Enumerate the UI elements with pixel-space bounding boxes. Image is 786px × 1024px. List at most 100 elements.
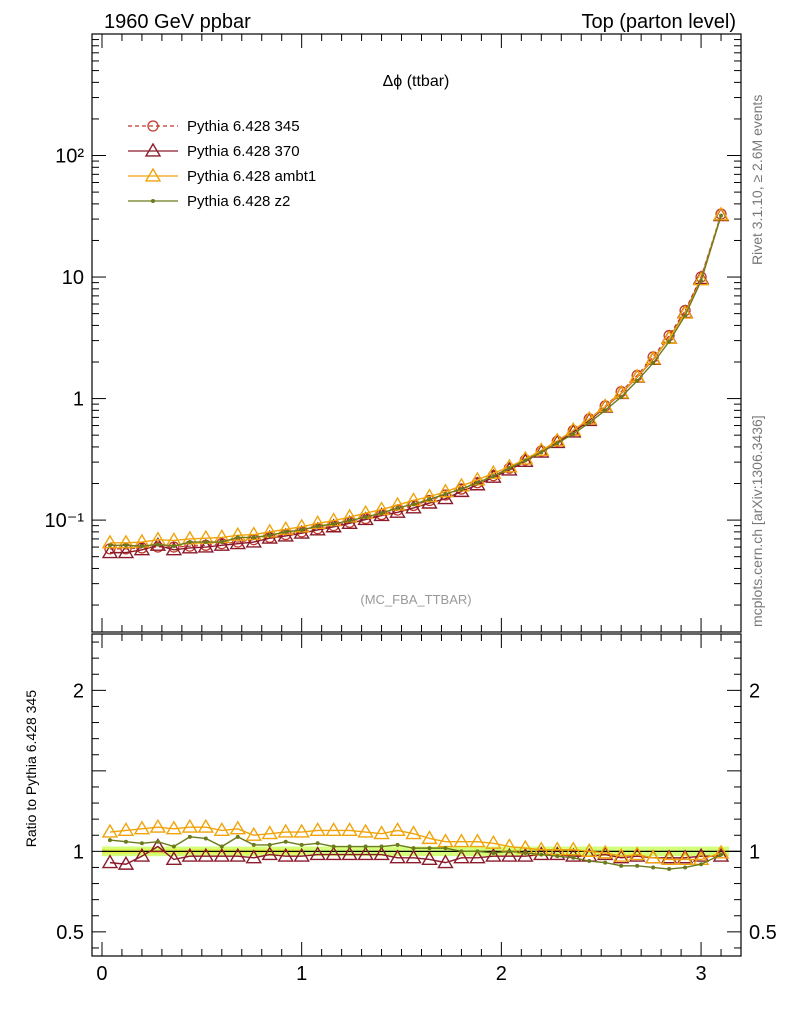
ratio-point [619,863,624,868]
ratio-point [612,847,630,862]
legend-entry: Pythia 6.428 z2 [128,193,290,210]
legend-entry: Pythia 6.428 ambt1 [128,167,316,185]
series-z2 [107,213,724,549]
ratio-point [325,846,342,861]
data-point [133,541,151,556]
ratio-point [197,818,215,833]
data-point [603,408,608,413]
ratio-point [299,842,304,847]
data-point [699,278,704,283]
ratio-point [437,854,454,869]
ratio-point [427,846,432,851]
data-point [331,521,336,526]
ratio-point [628,846,646,861]
ratio-point [389,849,406,864]
ratio-point [133,820,151,835]
data-point [507,466,512,471]
ratio-point [443,846,448,851]
data-point [571,431,576,436]
legend-marker [147,120,159,132]
data-point [123,543,128,548]
data-point [277,520,294,535]
data-point [389,496,406,511]
ratio-point [501,847,518,862]
ratio-point [245,849,262,864]
data-point [395,505,400,510]
ratio-point [373,846,390,861]
x-tick-label: 2 [496,963,507,985]
ratio-point [379,844,384,849]
ratio-point [325,822,342,837]
ratio-point [133,847,151,862]
data-point [491,474,496,479]
ratio-point [421,830,438,845]
ratio-point [181,818,199,833]
data-point [101,534,119,549]
data-point [475,480,480,485]
y-tick-label: 10² [55,146,84,168]
data-point [139,544,144,549]
ratio-point [712,844,730,859]
ratio-point [261,825,278,840]
ratio-point [235,834,240,839]
analysis-tag: (MC_FBA_TTBAR) [360,592,471,607]
ratio-point [603,860,608,865]
data-point [587,420,592,425]
ratio-point [507,849,512,854]
ratio-point [123,839,128,844]
ratio-point [229,820,246,835]
ratio-point [395,842,400,847]
ratio-point [581,842,598,857]
data-point [187,540,192,545]
ratio-point [549,846,566,861]
data-point [283,529,288,534]
data-point [719,213,724,218]
ratio-point [635,863,640,868]
data-point [533,442,550,457]
x-tick-label: 1 [296,963,307,985]
data-point [203,540,208,545]
ratio-point [117,855,135,870]
data-point [267,533,272,538]
ratio-point [676,849,694,864]
ratio-point [571,855,576,860]
ratio-point [719,852,724,857]
data-point [667,339,672,344]
ratio-point [181,847,199,862]
main-plot-frame [91,33,742,633]
data-point [427,497,432,502]
series-line [109,214,722,544]
ratio-point [485,847,502,862]
data-point [619,395,624,400]
data-point [485,468,502,483]
ratio-y-tick-label: 0.5 [56,922,84,944]
header-right: Top (parton level) [581,11,736,33]
ratio-point [676,851,694,865]
ratio-point [309,846,326,861]
ratio-point [683,865,688,870]
ratio-point [475,849,480,854]
ratio-series-ambt1 [101,818,730,865]
main-plot-axes: 10⁻¹ 1 10 10² [45,34,742,632]
ratio-point [660,849,678,864]
ratio-point [411,846,416,851]
data-point [197,538,215,553]
data-point [245,533,262,548]
y-tick-label: 10 [62,267,84,289]
ratio-point [347,844,352,849]
ratio-line [109,845,722,865]
ratio-point [293,847,310,862]
ratio-point [363,844,368,849]
ratio-y-tick-label-right: 2 [749,680,760,702]
data-point [539,450,544,455]
ratio-point [165,851,183,865]
ratio-point [139,841,144,846]
ratio-point [469,849,486,864]
data-point [437,490,454,505]
ratio-point [165,820,183,835]
legend-label: Pythia 6.428 370 [187,143,300,160]
ratio-point [405,849,422,864]
ratio-point [485,834,502,849]
ratio-point [565,841,582,856]
